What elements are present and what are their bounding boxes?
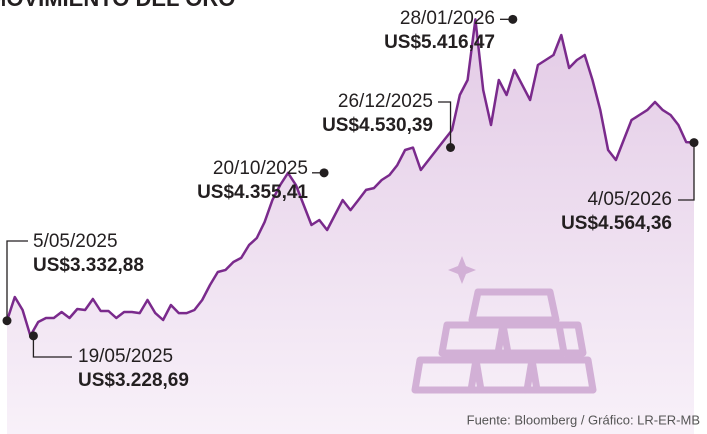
price-line bbox=[5, 18, 695, 338]
annotation-date: 19/05/2025 bbox=[78, 346, 173, 367]
annotation-point bbox=[446, 143, 456, 153]
source: Fuente: Bloomberg / Gráfico: LR-ER-MB bbox=[467, 412, 700, 427]
leader-line bbox=[678, 142, 695, 201]
gold-bars-icon bbox=[411, 256, 597, 394]
annotation-date: 4/05/2026 bbox=[587, 189, 672, 210]
annotation-point bbox=[319, 168, 329, 178]
annotation-value: US$3.332,88 bbox=[33, 255, 144, 276]
area bbox=[7, 19, 694, 434]
annotation-value: US$3.228,69 bbox=[78, 370, 189, 391]
annotation-value: US$5.416,47 bbox=[384, 32, 495, 53]
leader-line bbox=[6, 240, 28, 321]
annotation-date: 26/12/2025 bbox=[338, 91, 433, 112]
annotation-point bbox=[689, 138, 699, 148]
leader-line bbox=[438, 101, 452, 148]
annotation-point bbox=[28, 331, 38, 341]
annotation-point bbox=[508, 14, 518, 24]
annotation-point bbox=[2, 316, 12, 326]
annotation-value: US$4.355,41 bbox=[197, 182, 308, 203]
leader-line bbox=[32, 335, 72, 358]
chart-title: MOVIMIENTO DEL ORO bbox=[0, 0, 235, 11]
annotation-value: US$4.564,36 bbox=[561, 213, 672, 234]
annotation-date: 28/01/2026 bbox=[400, 8, 495, 29]
annotation-date: 20/10/2025 bbox=[213, 158, 308, 179]
annotation-date: 5/05/2025 bbox=[33, 231, 118, 252]
annotation-value: US$4.530,39 bbox=[322, 115, 433, 136]
